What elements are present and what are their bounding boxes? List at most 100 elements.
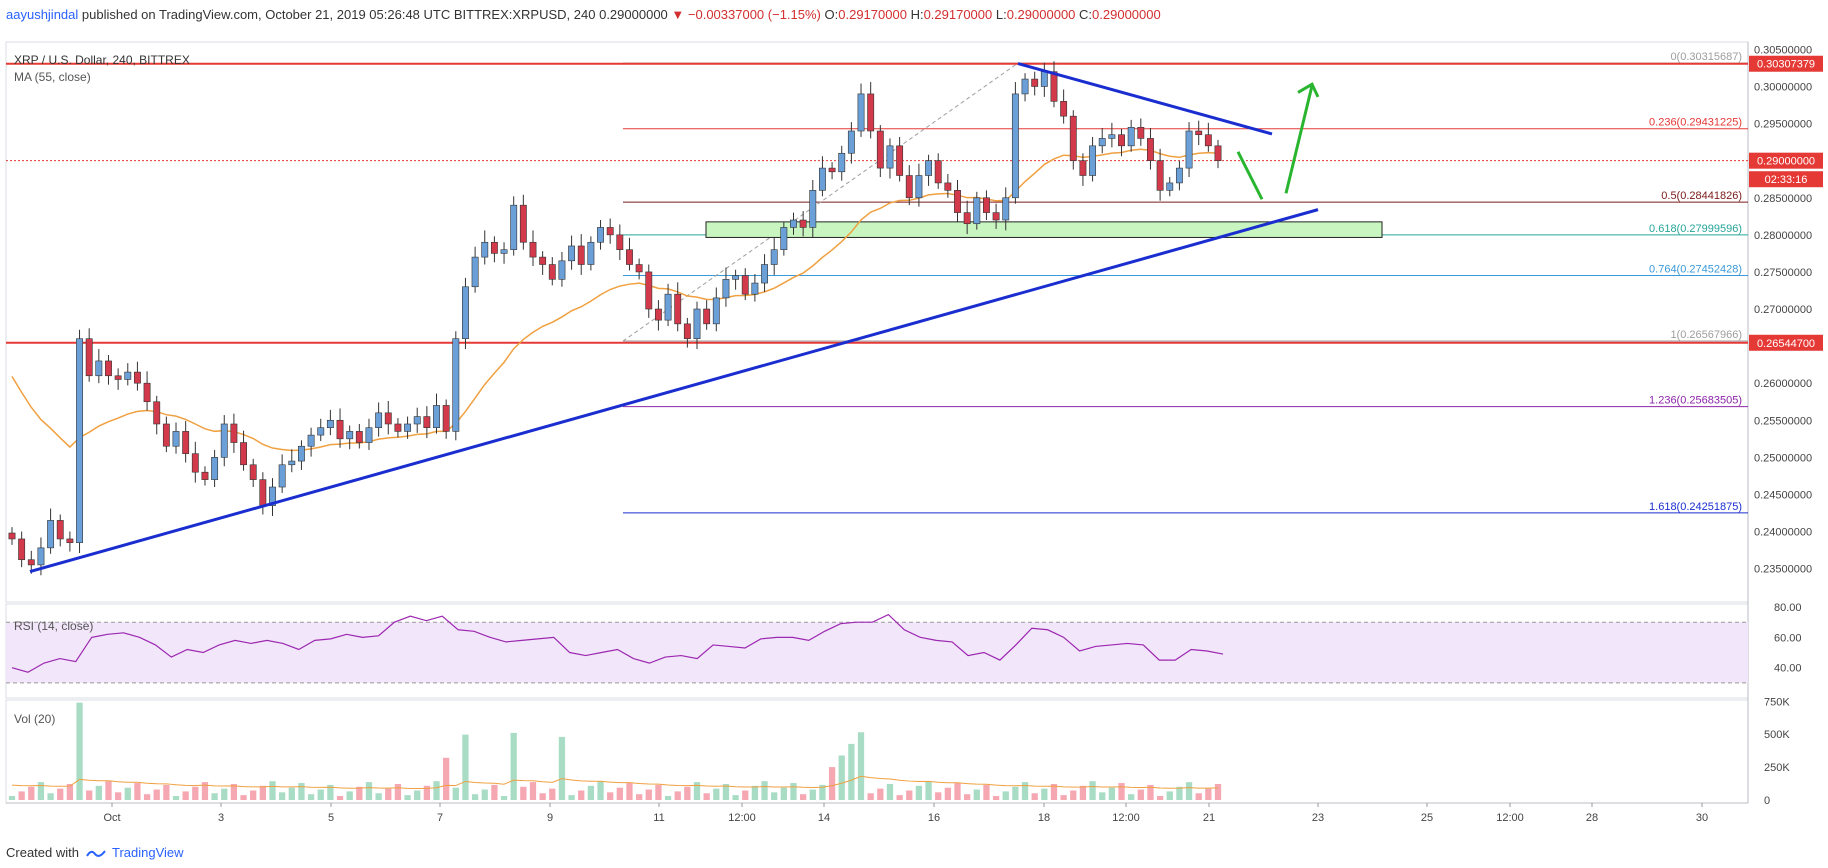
- candle-body[interactable]: [626, 249, 633, 265]
- candle-body[interactable]: [809, 190, 817, 228]
- candle-body[interactable]: [191, 453, 199, 473]
- candle-body[interactable]: [847, 130, 855, 154]
- candle-body[interactable]: [954, 190, 961, 213]
- candle-body[interactable]: [37, 547, 45, 566]
- candle-body[interactable]: [1031, 78, 1039, 87]
- candle-body[interactable]: [654, 308, 662, 321]
- candle-body[interactable]: [413, 416, 421, 425]
- candle-body[interactable]: [153, 401, 161, 425]
- candle-body[interactable]: [780, 227, 788, 250]
- candle-body[interactable]: [278, 464, 286, 488]
- candle-body[interactable]: [712, 297, 720, 325]
- candle-body[interactable]: [693, 308, 701, 339]
- candle-body[interactable]: [230, 423, 238, 443]
- candle-body[interactable]: [597, 227, 604, 243]
- candle-body[interactable]: [674, 293, 682, 325]
- candle-body[interactable]: [490, 241, 498, 254]
- candle-body[interactable]: [240, 442, 247, 466]
- candle-body[interactable]: [124, 371, 132, 380]
- candle-body[interactable]: [1185, 130, 1193, 169]
- candle-body[interactable]: [1137, 126, 1145, 139]
- candle-body[interactable]: [790, 219, 797, 228]
- candle-body[interactable]: [1214, 145, 1222, 161]
- candle-body[interactable]: [983, 197, 990, 213]
- candle-body[interactable]: [732, 275, 740, 280]
- candle-body[interactable]: [269, 486, 276, 506]
- candle-body[interactable]: [973, 197, 981, 225]
- candle-body[interactable]: [519, 204, 527, 243]
- candle-body[interactable]: [27, 559, 35, 566]
- candle-body[interactable]: [326, 419, 334, 428]
- candle-body[interactable]: [182, 431, 190, 454]
- candle-body[interactable]: [162, 423, 170, 447]
- candle-body[interactable]: [934, 160, 942, 184]
- candle-body[interactable]: [355, 431, 363, 443]
- candle-body[interactable]: [664, 293, 672, 321]
- candle-body[interactable]: [442, 405, 450, 432]
- candle-body[interactable]: [828, 167, 836, 173]
- candle-body[interactable]: [220, 423, 228, 458]
- candle-body[interactable]: [375, 412, 383, 428]
- candle-body[interactable]: [1156, 160, 1164, 191]
- candle-body[interactable]: [587, 241, 595, 265]
- candle-body[interactable]: [645, 271, 653, 310]
- candle-body[interactable]: [915, 175, 923, 199]
- candle-body[interactable]: [365, 427, 373, 443]
- candle-body[interactable]: [201, 471, 209, 480]
- publisher-username[interactable]: aayushjindal: [6, 7, 79, 22]
- candle-body[interactable]: [76, 338, 83, 543]
- candle-body[interactable]: [317, 427, 325, 436]
- candle-body[interactable]: [85, 338, 93, 377]
- candle-body[interactable]: [336, 419, 344, 440]
- candle-body[interactable]: [462, 286, 469, 339]
- candle-body[interactable]: [616, 234, 624, 250]
- candle-body[interactable]: [1089, 145, 1097, 176]
- candle-body[interactable]: [95, 360, 103, 377]
- candle-body[interactable]: [963, 212, 971, 225]
- candle-body[interactable]: [105, 360, 112, 377]
- candle-body[interactable]: [452, 338, 460, 432]
- candle-body[interactable]: [114, 375, 122, 380]
- candle-body[interactable]: [838, 152, 846, 173]
- candle-body[interactable]: [433, 405, 440, 428]
- candle-body[interactable]: [1195, 130, 1203, 136]
- candle-body[interactable]: [1118, 134, 1125, 147]
- candle-body[interactable]: [568, 245, 576, 262]
- candle-body[interactable]: [510, 204, 518, 250]
- candle-body[interactable]: [18, 538, 26, 561]
- candle-body[interactable]: [1002, 197, 1010, 221]
- candle-body[interactable]: [1050, 71, 1058, 102]
- candle-body[interactable]: [404, 423, 412, 432]
- candle-body[interactable]: [249, 464, 257, 480]
- candle-body[interactable]: [577, 245, 585, 265]
- candle-body[interactable]: [539, 256, 547, 265]
- candle-body[interactable]: [1204, 134, 1212, 147]
- candle-body[interactable]: [703, 308, 711, 325]
- tradingview-brand-link[interactable]: TradingView: [112, 845, 184, 860]
- candle-body[interactable]: [211, 457, 219, 480]
- candle-body[interactable]: [741, 275, 749, 295]
- candle-body[interactable]: [1127, 126, 1135, 147]
- candle-body[interactable]: [925, 160, 932, 176]
- candle-body[interactable]: [143, 382, 151, 403]
- candle-body[interactable]: [529, 241, 537, 258]
- candle-body[interactable]: [1060, 101, 1068, 117]
- candle-body[interactable]: [1069, 115, 1077, 161]
- candle-body[interactable]: [1175, 167, 1183, 184]
- candle-body[interactable]: [905, 175, 913, 199]
- candle-body[interactable]: [558, 260, 566, 280]
- candle-body[interactable]: [876, 130, 884, 169]
- candle-body[interactable]: [722, 279, 730, 299]
- candle-body[interactable]: [799, 219, 807, 228]
- candle-body[interactable]: [896, 145, 904, 176]
- candle-body[interactable]: [635, 264, 643, 273]
- candle-body[interactable]: [1098, 138, 1106, 147]
- candle-body[interactable]: [307, 434, 315, 447]
- candle-body[interactable]: [857, 93, 865, 132]
- candle-body[interactable]: [1011, 93, 1019, 199]
- candle-body[interactable]: [47, 520, 55, 549]
- candle-body[interactable]: [66, 538, 74, 543]
- candle-body[interactable]: [481, 241, 489, 258]
- candle-body[interactable]: [471, 256, 479, 288]
- candle-body[interactable]: [1147, 138, 1154, 161]
